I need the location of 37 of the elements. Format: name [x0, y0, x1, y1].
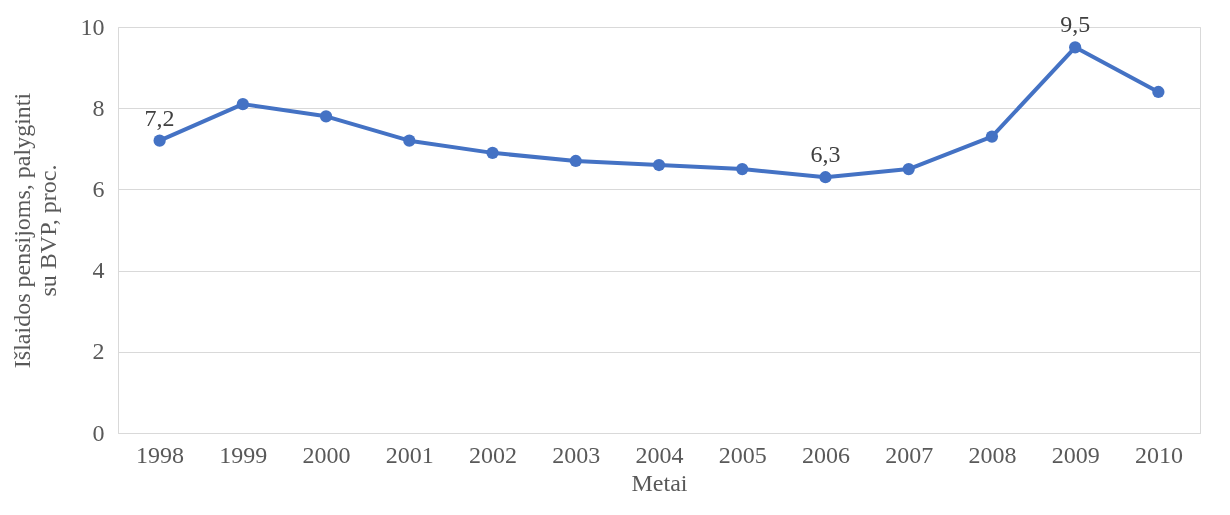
y-tick-label: 10 — [80, 13, 105, 40]
point — [319, 110, 333, 123]
point — [403, 134, 416, 147]
point — [486, 146, 499, 159]
y-tick-label: 6 — [92, 175, 105, 202]
point — [1152, 85, 1165, 99]
x-tick-label: 2003 — [552, 441, 601, 468]
point — [819, 171, 832, 184]
data-label: 6,3 — [810, 141, 841, 168]
point — [736, 162, 749, 176]
point — [1069, 41, 1082, 54]
data-label: 9,5 — [1060, 11, 1091, 38]
x-tick-label: 2000 — [302, 441, 351, 468]
x-tick-label: 1998 — [136, 441, 185, 468]
x-tick-label: 1999 — [219, 441, 268, 468]
y-tick-label: 4 — [92, 257, 105, 284]
x-tick-label: 2002 — [469, 441, 518, 468]
x-tick-label: 2008 — [968, 441, 1017, 468]
point — [985, 130, 999, 143]
x-tick-label: 2005 — [718, 441, 767, 468]
x-tick-label: 2009 — [1051, 441, 1100, 468]
y-axis-title: Išlaidos pensijoms, palyginti su BVP, proc. — [8, 92, 61, 369]
x-tick-label: 2007 — [885, 441, 934, 468]
x-axis-title: Metai — [631, 469, 688, 496]
point — [652, 158, 666, 172]
point — [236, 98, 249, 111]
x-tick-label: 2010 — [1134, 441, 1183, 468]
data-label: 7,2 — [144, 104, 175, 131]
point — [902, 162, 915, 176]
x-tick-label: 2004 — [635, 441, 684, 468]
point — [569, 154, 582, 168]
y-tick-label: 8 — [92, 94, 105, 121]
y-tick-label: 2 — [92, 338, 105, 365]
y-tick-label: 0 — [92, 419, 105, 446]
point — [153, 134, 166, 147]
x-tick-label: 2001 — [385, 441, 434, 468]
x-tick-label: 2006 — [801, 441, 850, 468]
